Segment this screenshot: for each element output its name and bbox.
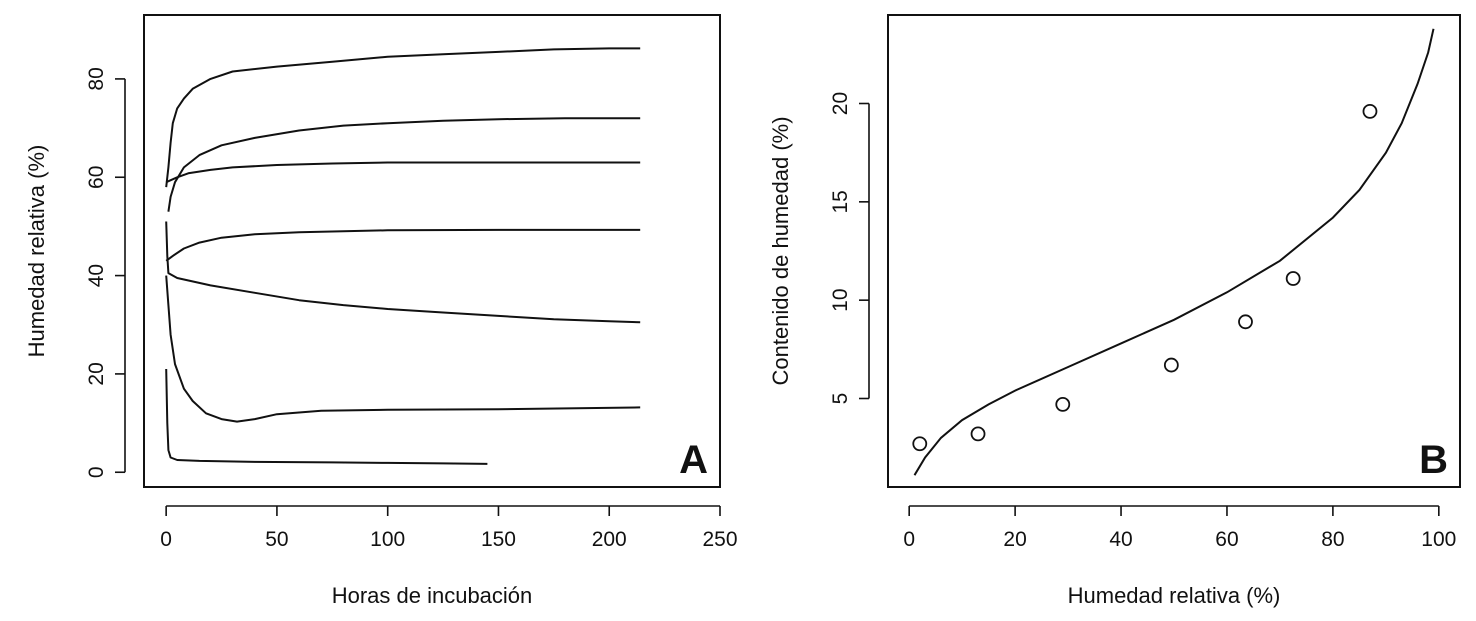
data-point (1285, 271, 1301, 286)
x-tick-label: 100 (370, 528, 405, 551)
plot-frame (887, 14, 1461, 488)
panel-label: B (1419, 438, 1448, 482)
x-tick-label: 40 (1109, 528, 1132, 551)
x-tick-label: 150 (481, 528, 516, 551)
y-tick-label: 10 (829, 288, 852, 311)
data-point (1055, 396, 1071, 412)
x-tick-label: 0 (160, 528, 172, 551)
y-tick-label: 40 (85, 264, 108, 287)
data-point (1163, 357, 1179, 373)
data-point (1362, 103, 1378, 119)
fitted-curve (913, 28, 1435, 476)
data-point (912, 436, 928, 452)
series-line-2 (167, 117, 641, 212)
series-line-3 (165, 161, 641, 184)
x-tick-label: 20 (1003, 528, 1026, 551)
plot-frame (143, 14, 721, 488)
panel-a-chart: 0 50 100 150 200 250 0 20 40 60 80 Horas de incubac… (24, 14, 738, 608)
y-axis-title: Humedad relativa (%) (24, 145, 49, 358)
series-line-6 (165, 275, 641, 423)
x-tick-label: 0 (903, 528, 915, 551)
series-line-4 (165, 228, 641, 262)
y-tick-label: 60 (85, 166, 108, 189)
panel-b-chart: 0 20 40 60 80 100 5 10 15 20 Humedad relativa (%) C… (768, 14, 1461, 608)
y-axis-title: Contenido de humedad (%) (768, 116, 793, 385)
x-tick-label: 250 (702, 528, 737, 551)
y-tick-label: 0 (85, 466, 108, 478)
x-tick-label: 50 (265, 528, 288, 551)
panel-label: A (679, 438, 708, 482)
data-point (970, 426, 986, 442)
x-tick-label: 100 (1421, 528, 1456, 551)
series-line-1 (165, 47, 641, 188)
series-line-5 (165, 221, 641, 324)
x-tick-label: 80 (1321, 528, 1344, 551)
x-tick-label: 60 (1215, 528, 1238, 551)
y-tick-label: 20 (85, 362, 108, 385)
y-tick-label: 80 (85, 67, 108, 90)
y-tick-label: 5 (829, 393, 852, 405)
y-tick-label: 20 (829, 92, 852, 115)
y-tick-label: 15 (829, 190, 852, 213)
x-tick-label: 200 (592, 528, 627, 551)
data-point (1238, 314, 1253, 330)
x-axis-title: Humedad relativa (%) (1068, 583, 1281, 608)
x-axis-title: Horas de incubación (332, 583, 533, 608)
series-line-7 (165, 368, 488, 465)
